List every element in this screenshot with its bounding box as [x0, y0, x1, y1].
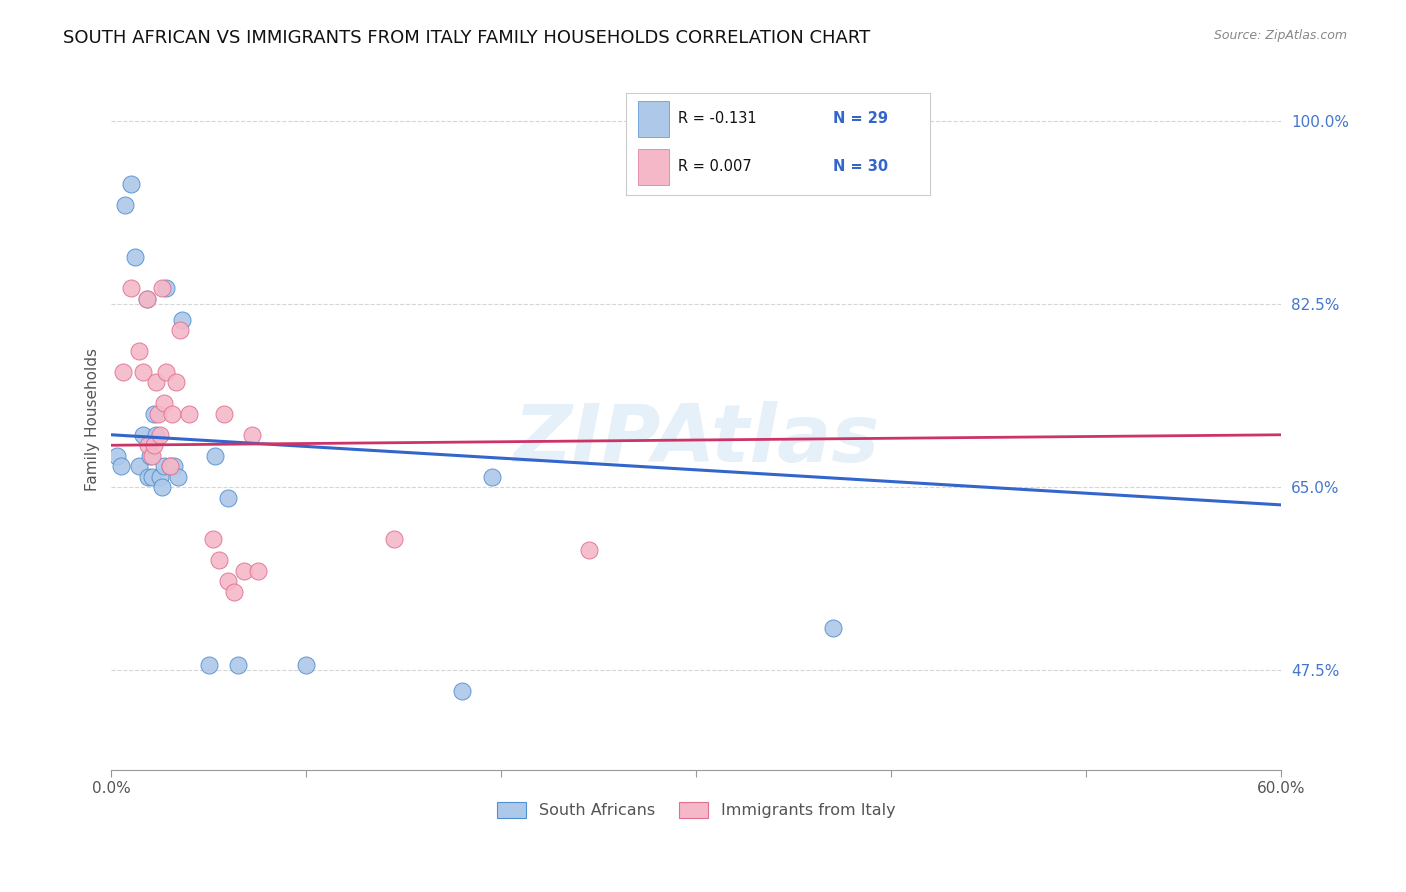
Point	[224, 584, 246, 599]
Point	[481, 469, 503, 483]
Point	[165, 376, 187, 390]
Point	[821, 621, 844, 635]
Point	[145, 376, 167, 390]
Point	[135, 292, 157, 306]
Point	[110, 459, 132, 474]
Point	[204, 449, 226, 463]
Point	[150, 480, 173, 494]
Point	[382, 533, 405, 547]
Point	[149, 427, 172, 442]
Point	[128, 344, 150, 359]
Point	[451, 684, 474, 698]
Point	[149, 469, 172, 483]
Point	[139, 449, 162, 463]
Point	[207, 553, 229, 567]
Point	[141, 449, 163, 463]
Point	[226, 658, 249, 673]
Point	[578, 542, 600, 557]
Point	[169, 323, 191, 337]
Point	[143, 438, 166, 452]
Point	[124, 250, 146, 264]
Text: Source: ZipAtlas.com: Source: ZipAtlas.com	[1213, 29, 1347, 42]
Point	[114, 197, 136, 211]
Point	[198, 658, 221, 673]
Point	[155, 281, 177, 295]
Point	[128, 459, 150, 474]
Point	[153, 459, 176, 474]
Point	[120, 281, 142, 295]
Point	[150, 281, 173, 295]
Point	[138, 469, 160, 483]
Legend: South Africans, Immigrants from Italy: South Africans, Immigrants from Italy	[491, 796, 901, 825]
Point	[143, 407, 166, 421]
Point	[295, 658, 318, 673]
Point	[135, 292, 157, 306]
Point	[217, 491, 239, 505]
Point	[112, 365, 135, 379]
Text: ZIPAtlas: ZIPAtlas	[513, 401, 879, 479]
Point	[246, 564, 269, 578]
Point	[233, 564, 256, 578]
Point	[240, 427, 263, 442]
Point	[148, 407, 170, 421]
Point	[105, 449, 128, 463]
Point	[155, 365, 177, 379]
Point	[179, 407, 201, 421]
Point	[141, 469, 163, 483]
Point	[131, 427, 153, 442]
Point	[163, 459, 186, 474]
Point	[120, 177, 142, 191]
Y-axis label: Family Households: Family Households	[86, 348, 100, 491]
Point	[159, 459, 181, 474]
Point	[153, 396, 176, 410]
Point	[166, 469, 188, 483]
Point	[170, 312, 193, 326]
Point	[138, 438, 160, 452]
Point	[217, 574, 239, 589]
Point	[160, 407, 183, 421]
Text: SOUTH AFRICAN VS IMMIGRANTS FROM ITALY FAMILY HOUSEHOLDS CORRELATION CHART: SOUTH AFRICAN VS IMMIGRANTS FROM ITALY F…	[63, 29, 870, 46]
Point	[131, 365, 153, 379]
Point	[214, 407, 236, 421]
Point	[685, 155, 707, 169]
Point	[201, 533, 224, 547]
Point	[145, 427, 167, 442]
Point	[159, 459, 181, 474]
